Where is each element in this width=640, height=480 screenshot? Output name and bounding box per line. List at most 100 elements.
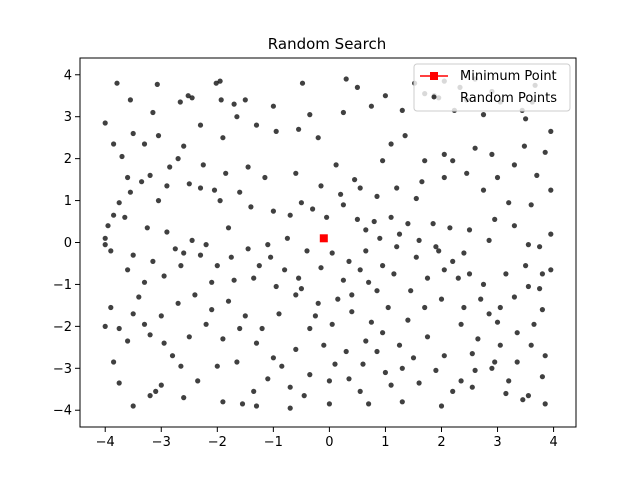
random-point <box>141 279 148 285</box>
random-point <box>139 179 145 185</box>
legend-random-label: Random Points <box>460 91 557 106</box>
random-point <box>102 235 108 241</box>
random-point <box>419 179 425 185</box>
y-tick-label: −2 <box>53 320 72 335</box>
random-point <box>307 325 313 332</box>
random-point <box>343 76 349 82</box>
random-point <box>251 275 257 281</box>
random-point <box>455 275 461 281</box>
random-point <box>492 359 498 365</box>
random-point <box>150 258 156 264</box>
random-point <box>360 361 366 367</box>
x-tick-label: −3 <box>152 435 171 450</box>
random-point <box>270 103 276 109</box>
random-point <box>225 298 232 304</box>
random-point <box>231 101 237 107</box>
random-point <box>177 99 183 105</box>
random-point <box>315 135 321 141</box>
random-point <box>150 109 156 116</box>
random-point <box>161 340 167 346</box>
random-point <box>136 294 142 300</box>
random-point <box>111 212 117 218</box>
minimum-point <box>319 234 328 243</box>
random-point <box>388 214 394 220</box>
random-point <box>416 380 422 386</box>
random-point <box>293 292 299 298</box>
y-tick-label: −3 <box>53 362 72 377</box>
random-point <box>265 242 271 248</box>
random-point <box>197 185 204 191</box>
random-point <box>380 330 386 336</box>
random-point <box>169 353 176 359</box>
random-point <box>220 399 226 405</box>
random-point <box>539 307 546 313</box>
random-point <box>410 355 417 361</box>
random-point <box>268 254 274 260</box>
random-point <box>307 112 313 118</box>
random-point <box>147 172 153 178</box>
random-point <box>548 231 554 237</box>
random-point <box>231 277 237 283</box>
random-point <box>441 267 447 273</box>
random-point <box>394 185 400 191</box>
random-point <box>265 376 271 382</box>
random-point <box>181 395 187 401</box>
random-point <box>253 122 260 128</box>
random-point <box>167 164 173 170</box>
x-tick-label: 2 <box>437 435 445 450</box>
random-point <box>321 342 327 348</box>
random-point <box>197 252 204 258</box>
random-point <box>366 279 372 285</box>
random-point <box>189 237 195 243</box>
random-point <box>253 403 260 409</box>
random-point <box>548 128 554 134</box>
random-point <box>242 313 248 319</box>
random-point <box>273 128 279 134</box>
random-point <box>422 304 428 311</box>
random-point <box>521 143 528 149</box>
random-point <box>287 384 293 390</box>
random-point <box>279 363 285 369</box>
random-point <box>523 263 529 269</box>
random-point <box>141 141 148 147</box>
random-point <box>405 317 411 323</box>
random-point <box>293 346 299 352</box>
random-point <box>469 384 475 390</box>
random-point <box>450 258 456 264</box>
random-point <box>506 378 512 384</box>
random-point <box>211 187 218 193</box>
random-point <box>394 244 400 250</box>
random-point <box>310 206 316 212</box>
y-tick-label: 4 <box>64 68 72 83</box>
random-point <box>433 367 439 373</box>
random-point <box>161 273 167 279</box>
random-point <box>349 309 355 315</box>
random-point <box>422 158 428 164</box>
random-point <box>164 183 170 189</box>
random-point <box>125 267 131 273</box>
minimum-layer <box>319 234 328 243</box>
random-point <box>209 307 215 313</box>
random-point <box>523 116 529 122</box>
random-point <box>472 145 478 151</box>
random-point <box>299 80 306 86</box>
random-point <box>181 250 187 256</box>
random-point <box>475 336 481 342</box>
random-point <box>237 189 243 195</box>
random-point <box>537 244 543 250</box>
random-point <box>368 319 374 325</box>
random-point <box>472 367 478 373</box>
random-point <box>234 114 240 120</box>
random-point <box>497 342 503 348</box>
random-point <box>391 271 397 277</box>
random-point <box>144 225 150 231</box>
random-point <box>197 122 204 128</box>
legend-box <box>413 63 571 112</box>
random-point <box>450 388 456 394</box>
chart-title: Random Search <box>268 35 386 53</box>
random-point <box>119 153 125 160</box>
random-point <box>332 361 338 367</box>
random-point <box>248 204 254 210</box>
random-point <box>175 156 181 162</box>
random-point <box>130 403 136 409</box>
